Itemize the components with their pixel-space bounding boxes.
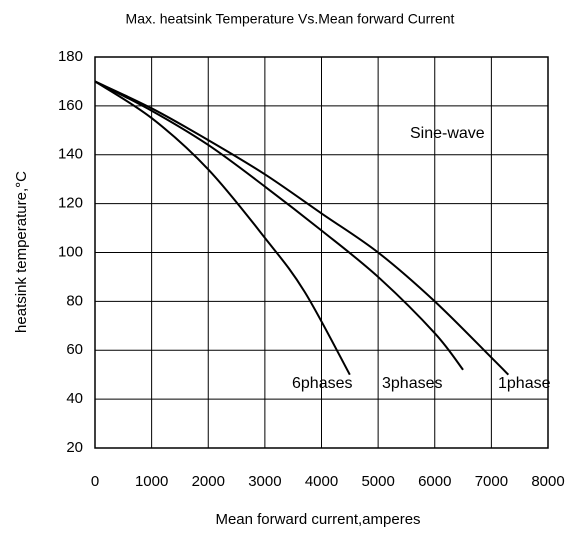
y-tick-label: 40	[66, 390, 83, 407]
x-tick-label: 7000	[475, 473, 508, 490]
x-tick-label: 0	[91, 473, 99, 490]
series-label: 3phases	[382, 375, 443, 392]
y-axis-label: heatsink temperature,°C	[13, 171, 30, 333]
chart-title: Max. heatsink Temperature Vs.Mean forwar…	[126, 11, 455, 27]
series-label: 6phases	[292, 375, 353, 392]
y-tick-label: 80	[66, 292, 83, 309]
x-tick-label: 5000	[361, 473, 394, 490]
x-tick-label: 2000	[192, 473, 225, 490]
series-line	[94, 80, 351, 376]
y-tick-label: 140	[58, 146, 83, 163]
x-tick-label: 6000	[418, 473, 451, 490]
x-axis-label: Mean forward current,amperes	[215, 511, 420, 528]
y-tick-label: 160	[58, 97, 83, 114]
x-tick-label: 4000	[305, 473, 338, 490]
x-tick-label: 1000	[135, 473, 168, 490]
series-label: 1phase	[498, 375, 551, 392]
x-tick-label: 8000	[531, 473, 564, 490]
x-tick-label: 3000	[248, 473, 281, 490]
annotation: Sine-wave	[410, 125, 485, 142]
series-line	[94, 80, 510, 376]
y-tick-label: 20	[66, 439, 83, 456]
y-tick-label: 120	[58, 195, 83, 212]
series-line	[94, 80, 464, 371]
y-tick-label: 100	[58, 243, 83, 260]
y-tick-label: 180	[58, 48, 83, 65]
y-tick-label: 60	[66, 341, 83, 358]
